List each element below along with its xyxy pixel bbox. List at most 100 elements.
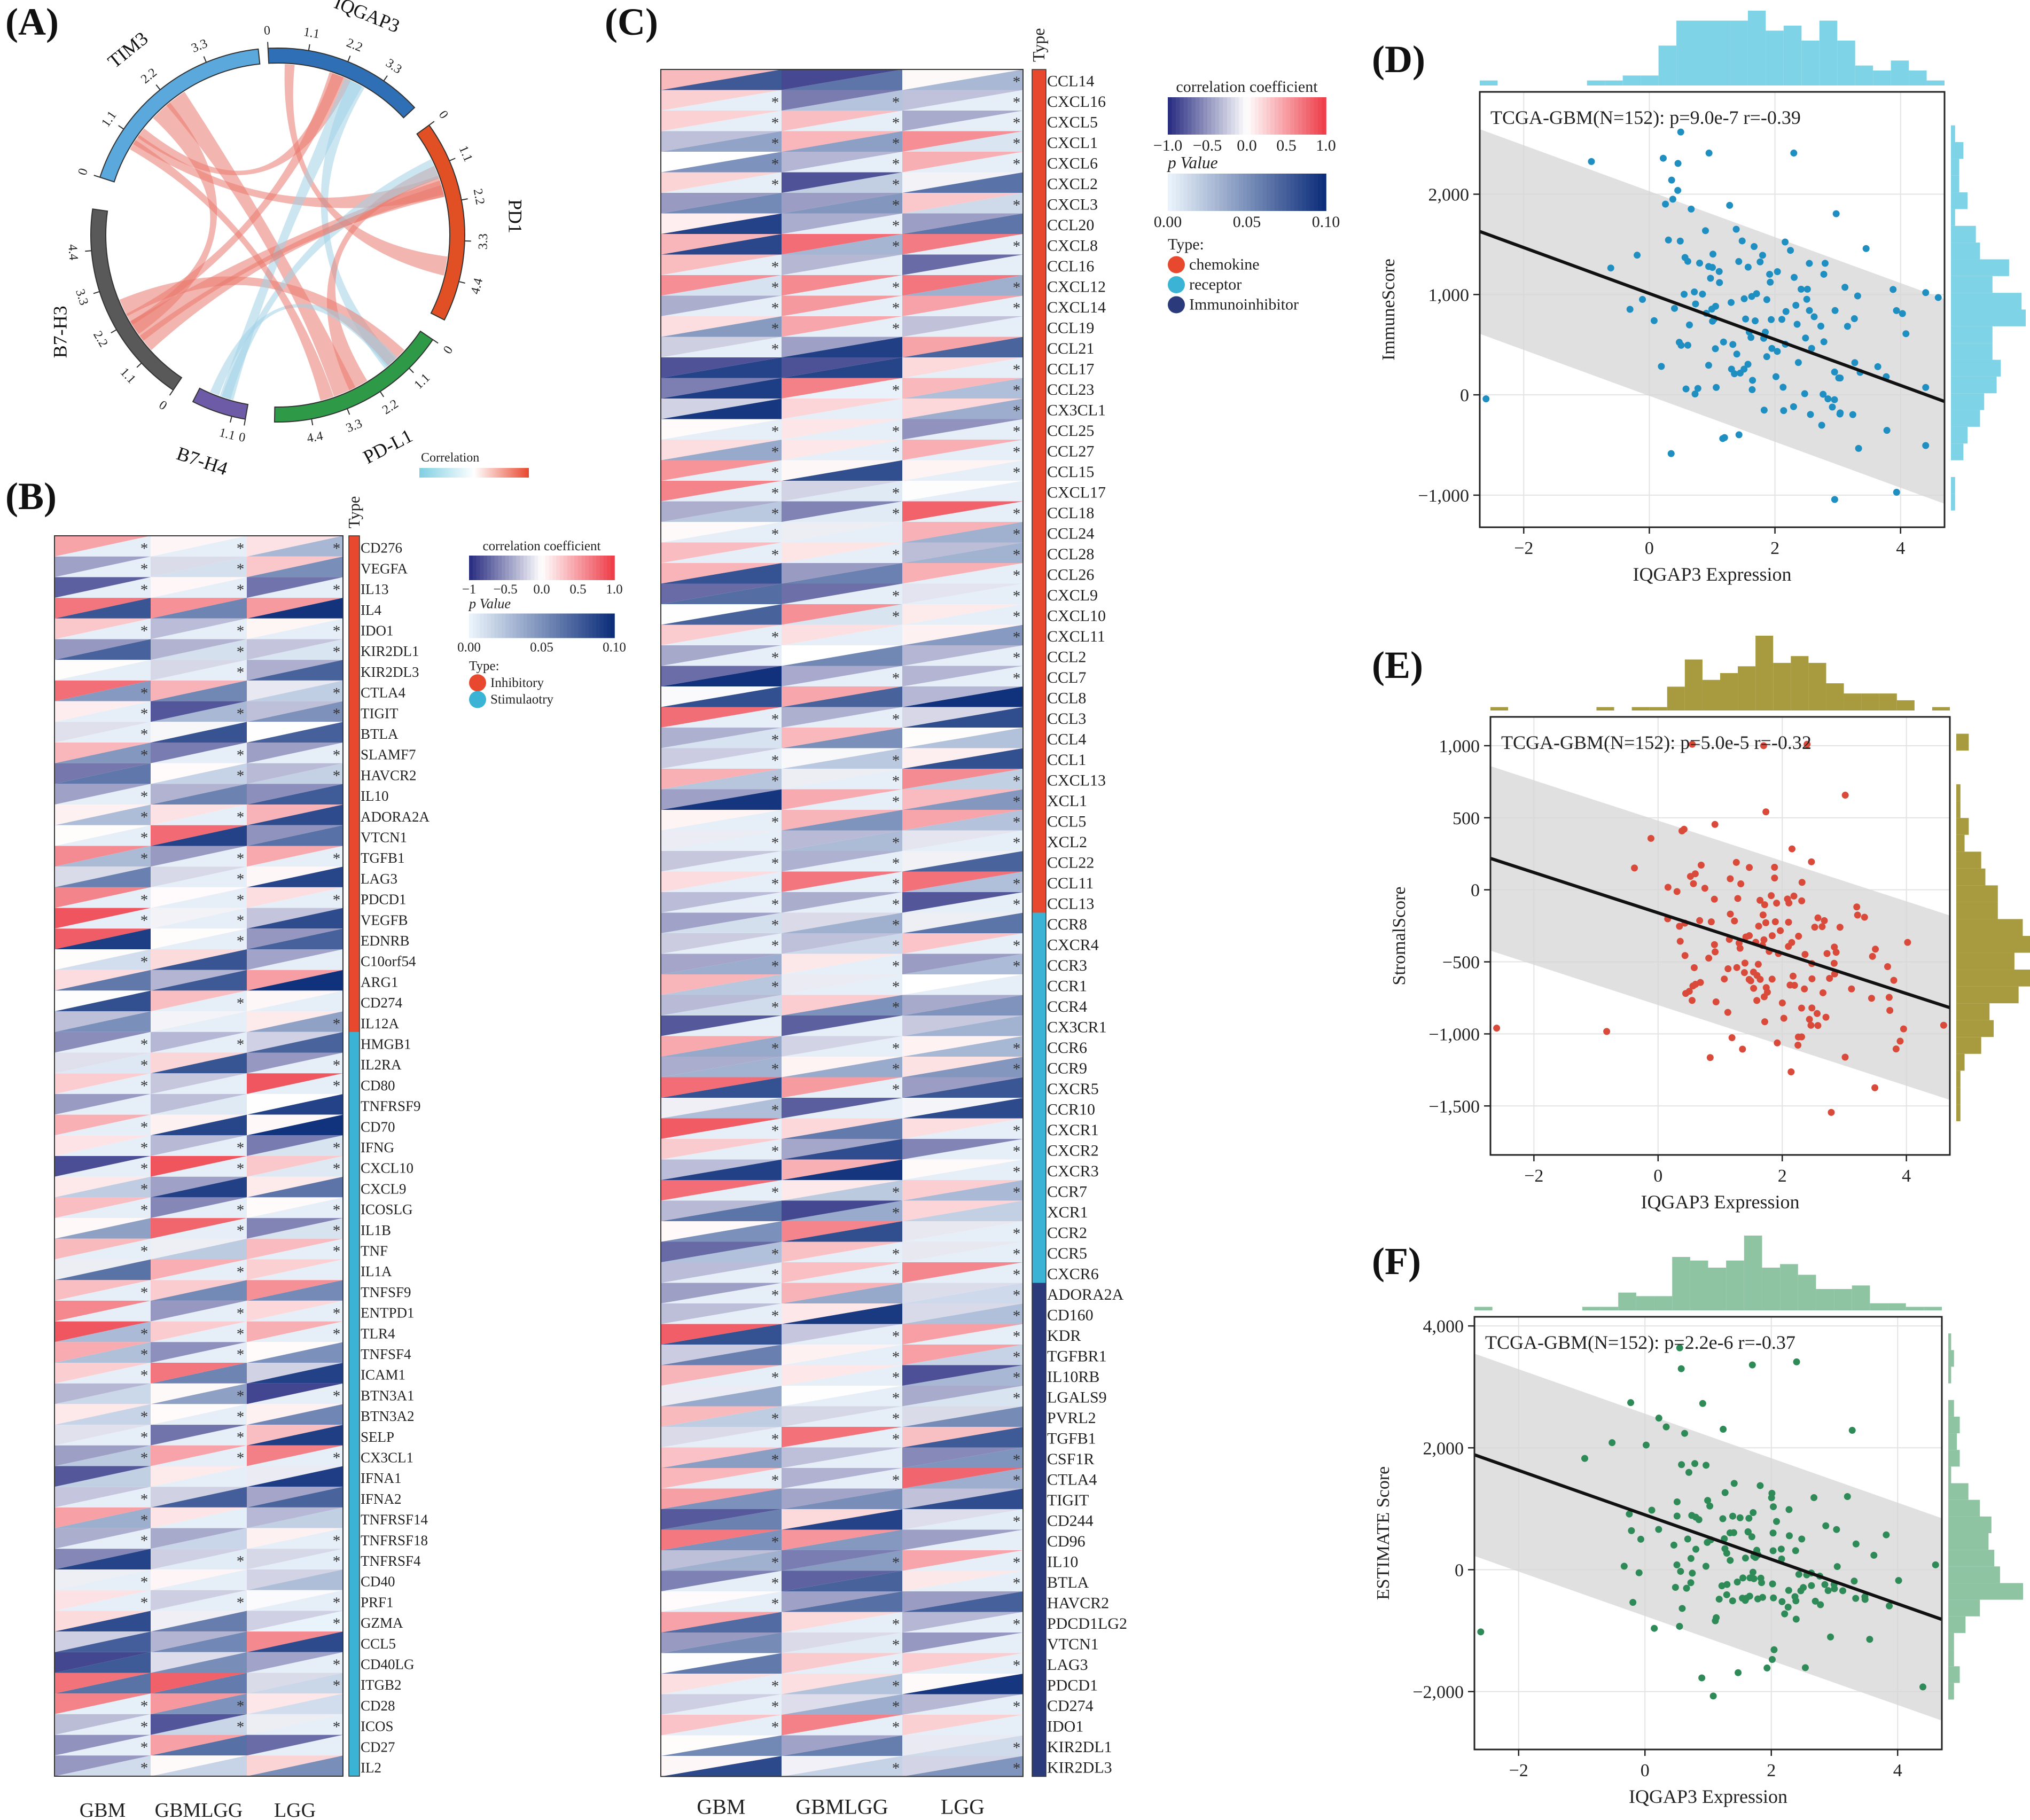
scatter-point [1902,330,1910,338]
legend-corr-bar-seg [1168,97,1173,135]
heatmap-type-cell [1032,645,1046,666]
scatter-point [1709,251,1716,258]
heatmap-type-cell [1032,1653,1046,1674]
heatmap-type-cell [1032,1468,1046,1489]
heatmap-type-cell [1032,1550,1046,1571]
heatmap-cell-corr [661,1139,782,1160]
legend-p-bar-seg [1219,174,1224,211]
legend-p-bar-seg [520,613,524,638]
scatter-point [1685,1469,1692,1476]
scatter-point [1807,1021,1815,1029]
heatmap-row-label: CD274 [361,995,403,1011]
heatmap-cell-corr [782,1303,902,1324]
heatmap-cell-corr [902,1057,1023,1077]
legend-corr-bar-seg [1270,97,1275,135]
heatmap-cell-corr [151,680,247,701]
heatmap-sig-star: * [1013,793,1021,810]
heatmap-row-label: IL2RA [361,1057,402,1073]
heatmap-cell-corr [661,1262,782,1283]
heatmap-sig-star: * [140,912,149,929]
legend-corr-bar-seg [592,556,597,580]
heatmap-cell-corr [902,830,1023,851]
legend-p-bar-seg [1211,174,1216,211]
heatmap-cell-corr [661,1221,782,1242]
heatmap-sig-star: * [140,1429,149,1446]
heatmap-type-cell [349,1549,360,1570]
heatmap-sig-star: * [237,1160,245,1177]
heatmap-cell-corr [902,337,1023,357]
heatmap-sig-star: * [771,341,779,358]
heatmap-sig-star: * [771,1246,779,1263]
heatmap-row-label: BTLA [361,726,399,742]
scatter-point [1831,368,1838,376]
heatmap-cell-corr [151,1631,247,1652]
heatmap-sig-star: * [140,1325,149,1342]
heatmap-cell-corr [661,728,782,748]
scatter-point [1763,296,1770,303]
scatter-point [1677,1365,1685,1372]
heatmap-sig-star: * [892,1431,900,1448]
scatter-point [1696,260,1704,267]
x-tick-label: −2 [1514,538,1533,558]
heatmap-sig-star: * [1013,464,1021,481]
legend-p-bar-seg [1254,174,1259,211]
heatmap-sig-star: * [1013,1760,1021,1777]
chord-tick [432,339,439,344]
heatmap-cell-corr [902,111,1023,131]
heatmap-sig-star: * [771,1431,779,1448]
heatmap-sig-star: * [892,197,900,214]
heatmap-sig-star: * [333,1243,341,1260]
scatter-point [1676,1622,1683,1630]
scatter-point [1781,1610,1789,1618]
scatter-point [1642,1441,1650,1449]
x-axis-label: IQGAP3 Expression [1633,564,1792,585]
heatmap-cell-p [54,1114,151,1136]
heatmap-cell-corr [661,1303,782,1324]
heatmap-cell-p [151,970,247,991]
heatmap-cell-corr [902,131,1023,152]
heatmap-row-label: CCL13 [1047,895,1094,913]
scatter-point [1919,1683,1927,1691]
legend-corr-bar-seg [538,556,542,580]
legend-corr-bar-seg [498,556,502,580]
scatter-point [1794,359,1802,366]
heatmap-type-cell [349,1507,360,1529]
heatmap-cell-corr [902,481,1023,502]
heatmap-sig-star: * [140,850,149,867]
scatter-point [1844,1493,1851,1500]
heatmap-cell-corr [902,316,1023,337]
legend-corr-tick: −1 [462,582,477,597]
heatmap-cell-corr [902,645,1023,666]
scatter-point [1801,390,1808,397]
heatmap-type-cell [349,1238,360,1260]
heatmap-cell-corr [247,1569,343,1590]
heatmap-cell-corr [782,604,902,625]
heatmap-cell-corr [54,577,151,598]
heatmap-cell-corr [782,295,902,316]
heatmap-cell-corr [782,1591,902,1612]
heatmap-sig-star: * [771,999,779,1016]
heatmap-cell-corr [661,995,782,1016]
heatmap-sig-star: * [140,1201,149,1218]
heatmap-type-cell [349,804,360,826]
heatmap-cell-corr [902,378,1023,399]
legend-corr-bar-seg [520,556,524,580]
heatmap-cell-corr [54,1425,151,1446]
scatter-point [1670,1541,1677,1549]
heatmap-type-cell [1032,707,1046,728]
panel-label-e: (E) [1372,644,1423,686]
heatmap-type-cell [349,784,360,805]
heatmap-cell-corr [54,1528,151,1549]
marginal-hist-x-bar [1801,41,1820,85]
legend-p-bar-seg [1168,174,1173,211]
scatter-point [1768,892,1775,900]
heatmap-sig-star: * [771,917,779,934]
scatter-point [1773,1518,1781,1525]
marginal-hist-y-bar [1948,1366,1951,1384]
heatmap-row-label: TNFRSF4 [361,1553,421,1569]
heatmap-sig-star: * [237,1719,245,1736]
marginal-hist-x-bar [1690,1260,1708,1310]
heatmap-cell-p [151,1342,247,1363]
heatmap-sig-star: * [892,1184,900,1201]
y-axis-label: ESTIMATE Score [1373,1466,1393,1600]
